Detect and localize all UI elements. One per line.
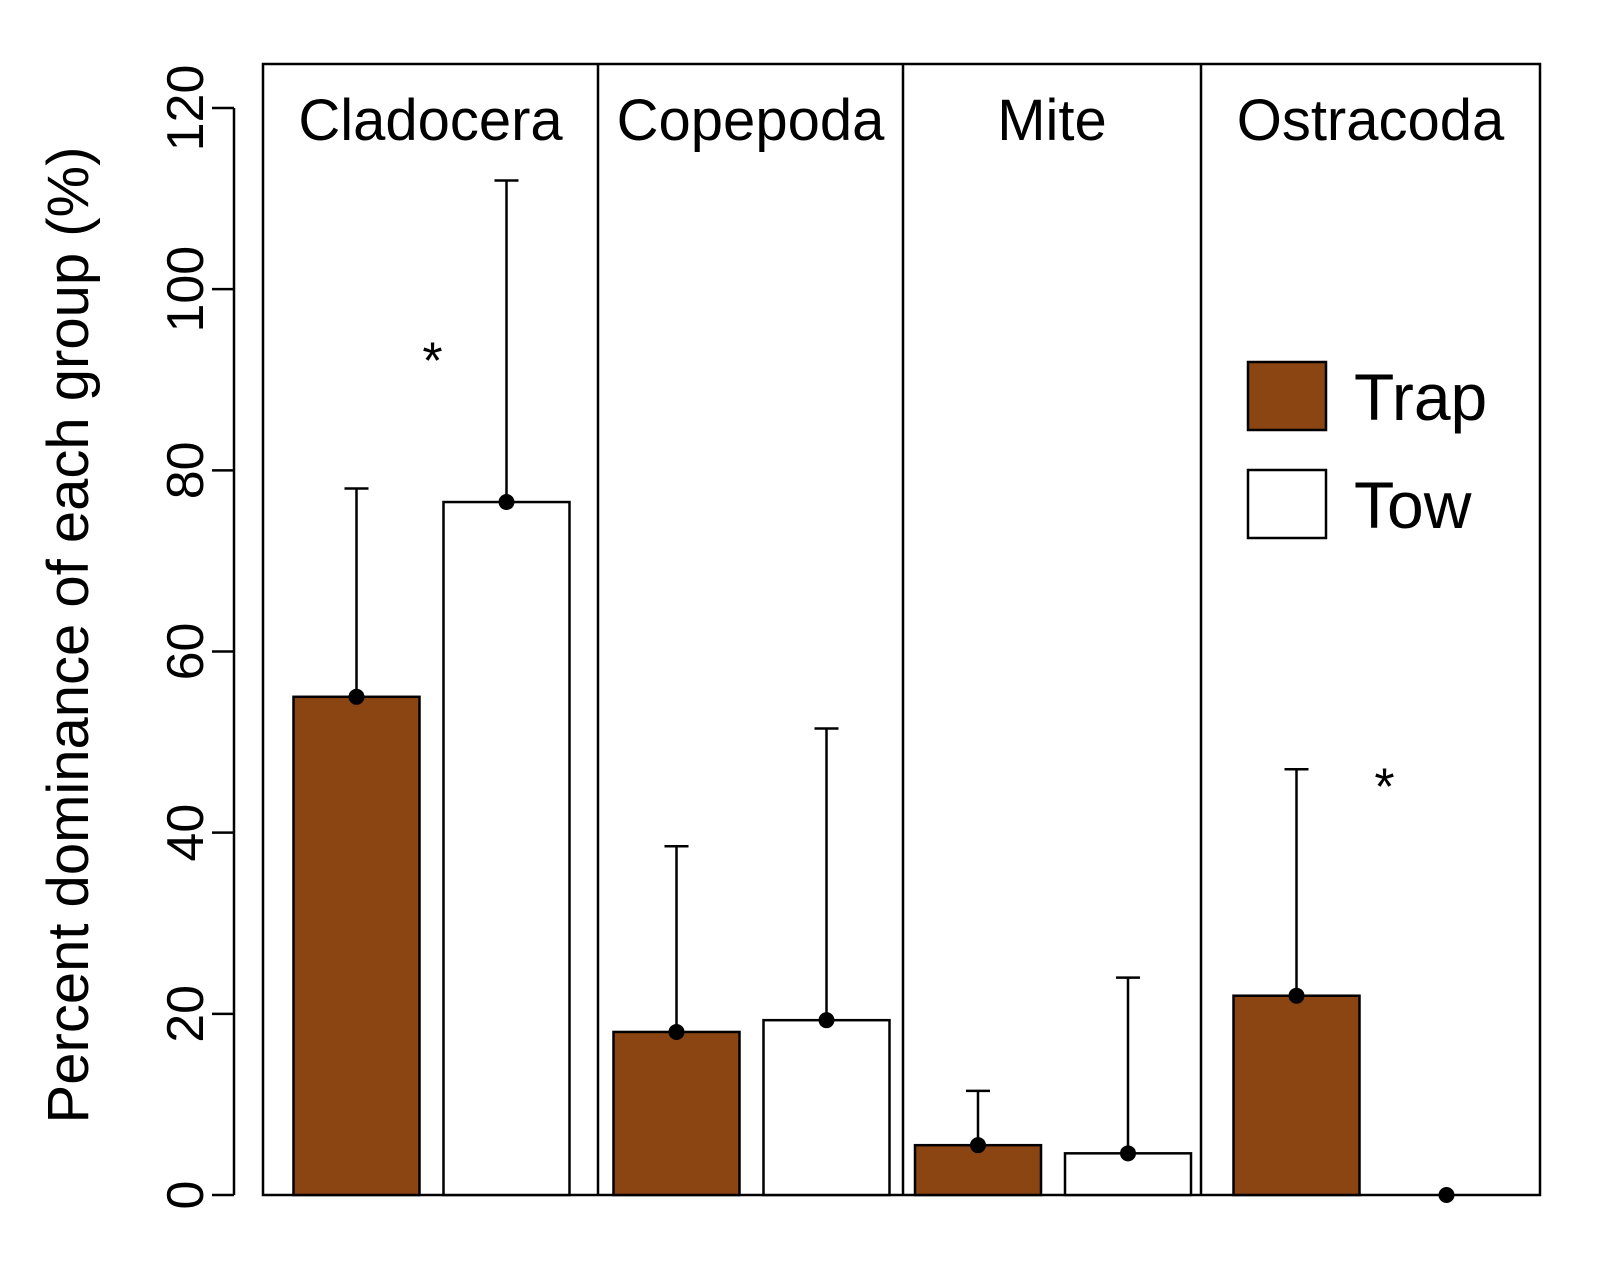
- bar-trap: [913, 1143, 1043, 1197]
- bar-trap: [612, 1030, 741, 1197]
- legend-swatch-tow: [1246, 468, 1328, 540]
- significance-marker: *: [1374, 758, 1394, 816]
- y-tick-label: 100: [157, 246, 215, 333]
- legend-label-trap: Trap: [1354, 360, 1487, 434]
- legend-swatch-trap: [1246, 360, 1328, 432]
- mean-point: [970, 1137, 986, 1154]
- y-axis-title: Percent dominance of each group (%): [36, 147, 101, 1124]
- mean-point: [498, 494, 515, 511]
- mean-point: [1288, 987, 1305, 1004]
- significance-marker: *: [422, 333, 442, 391]
- legend: Trap Tow: [1246, 360, 1487, 542]
- y-tick-label: 20: [157, 985, 215, 1043]
- plot-frame: [261, 62, 1542, 1197]
- mean-point: [818, 1012, 835, 1029]
- bar-trap: [292, 695, 421, 1197]
- error-bars: [344, 179, 1455, 1203]
- bars: [292, 500, 1361, 1197]
- mean-point: [1438, 1187, 1455, 1203]
- y-tick-label: 0: [157, 1181, 215, 1210]
- y-tick-label: 120: [157, 65, 215, 152]
- mean-point: [348, 688, 365, 705]
- panel-label: Cladocera: [298, 88, 563, 153]
- annotations: **: [422, 333, 1394, 817]
- bar-tow: [762, 1018, 891, 1197]
- mean-point: [1120, 1145, 1136, 1162]
- panels: Cladocera Copepoda Mite Ostracoda: [261, 62, 1542, 1197]
- panel-label: Copepoda: [617, 88, 885, 153]
- bar-tow: [442, 500, 571, 1197]
- panel-label: Ostracoda: [1237, 88, 1505, 153]
- panel-label: Mite: [997, 88, 1107, 153]
- y-tick-label: 40: [157, 804, 215, 862]
- y-axis: 0 20 40 60 80 100 120: [157, 65, 236, 1210]
- bar-trap: [1232, 994, 1361, 1197]
- y-tick-label: 80: [157, 441, 215, 499]
- y-tick-label: 60: [157, 623, 215, 681]
- legend-label-tow: Tow: [1354, 468, 1472, 542]
- mean-point: [668, 1023, 685, 1040]
